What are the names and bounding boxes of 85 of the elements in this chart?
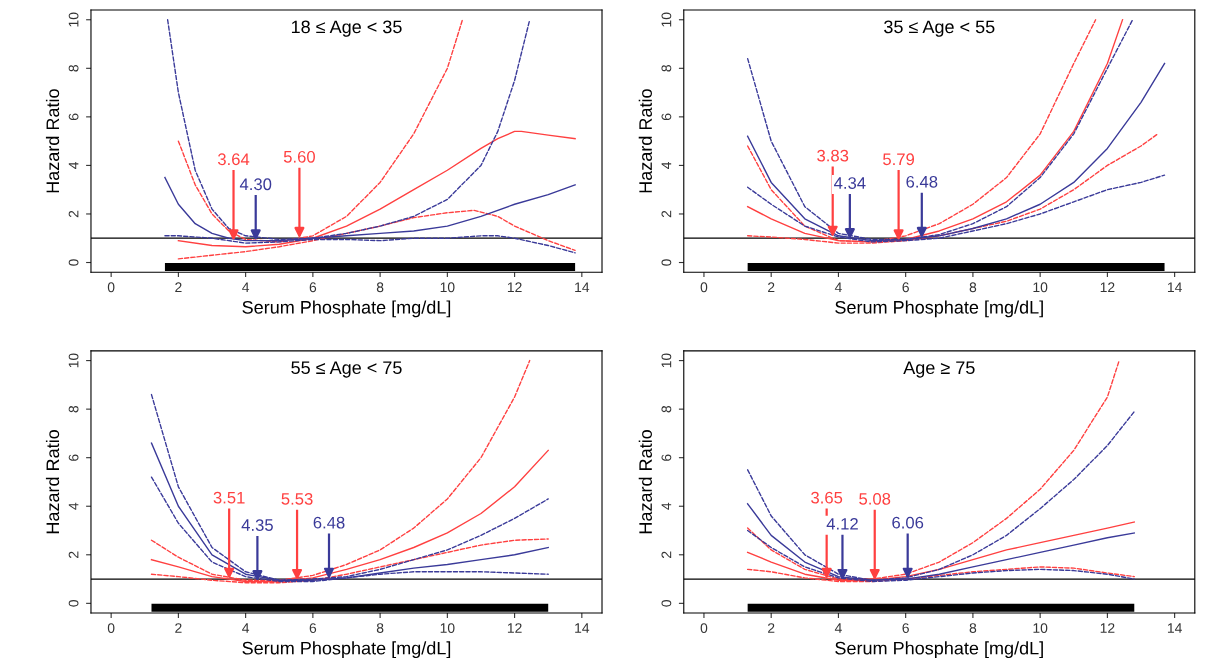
x-tick-label: 10	[440, 282, 455, 293]
x-tick-label: 8	[376, 623, 384, 633]
y-tick-label: 4	[661, 161, 672, 169]
annotation: 4.12	[826, 517, 858, 530]
y-axis-title: Hazard Ratio	[638, 430, 652, 534]
x-tick-label: 2	[768, 282, 775, 293]
x-tick-label: 0	[700, 282, 708, 293]
y-tick-label: 10	[68, 353, 79, 368]
x-tick-label: 6	[309, 282, 317, 293]
annotation: 3.64	[217, 153, 250, 166]
y-tick-label: 4	[661, 502, 672, 510]
y-tick-label: 8	[661, 405, 672, 413]
y-tick-label: 0	[68, 600, 79, 607]
annotation: 3.65	[811, 491, 843, 504]
y-tick-label: 8	[68, 65, 79, 72]
annotation: 4.35	[241, 519, 273, 531]
y-tick-label: 0	[661, 600, 672, 607]
x-tick-label: 14	[1167, 282, 1182, 293]
x-tick-label: 12	[1100, 282, 1115, 293]
x-tick-label: 10	[440, 623, 455, 633]
y-tick-label: 10	[661, 353, 672, 368]
y-tick-label: 10	[68, 12, 79, 27]
x-tick-label: 6	[309, 623, 317, 633]
annotation: 5.79	[883, 153, 915, 166]
y-tick-label: 10	[661, 12, 672, 27]
annotation: 4.34	[834, 177, 866, 189]
x-tick-label: 14	[575, 282, 590, 293]
x-tick-label: 12	[1100, 623, 1115, 633]
y-tick-label: 4	[68, 502, 79, 510]
text: Age ≥ 75	[903, 361, 975, 378]
x-tick-label: 10	[1033, 623, 1048, 633]
x-axis-title: Serum Phosphate [mg/dL]	[242, 641, 451, 659]
x-tick-label: 14	[1167, 623, 1182, 633]
annotation: 5.60	[283, 150, 315, 163]
y-axis-title: Hazard Ratio	[45, 89, 60, 193]
annotation: 3.83	[817, 149, 849, 162]
y-tick-label: 8	[661, 65, 672, 72]
x-tick-label: 6	[902, 623, 909, 633]
x-axis-title: Serum Phosphate [mg/dL]	[835, 300, 1043, 318]
annotation: 5.08	[859, 492, 891, 505]
x-tick-label: 0	[107, 623, 115, 633]
y-tick-label: 8	[68, 405, 79, 413]
x-tick-label: 4	[242, 282, 250, 293]
text: 35 ≤ Age < 55	[884, 20, 995, 37]
x-tick-label: 2	[175, 282, 182, 293]
x-axis-title: Serum Phosphate [mg/dL]	[242, 300, 451, 318]
y-tick-label: 0	[661, 259, 672, 266]
annotation: 6.48	[313, 516, 345, 529]
x-tick-label: 4	[242, 623, 250, 633]
x-tick-label: 4	[834, 282, 842, 293]
x-tick-label: 0	[700, 623, 708, 633]
x-tick-label: 12	[507, 623, 522, 633]
y-tick-label: 6	[68, 113, 79, 121]
annotation: 4.30	[239, 178, 272, 191]
y-tick-label: 6	[661, 454, 672, 461]
line-series	[150, 393, 549, 581]
text: 18 ≤ Age < 35	[291, 20, 402, 37]
x-tick-label: 14	[575, 623, 590, 633]
x-tick-label: 8	[969, 623, 977, 633]
text: 55 ≤ Age < 75	[291, 361, 402, 378]
y-axis-title: Hazard Ratio	[638, 89, 652, 193]
x-tick-label: 0	[107, 282, 115, 293]
x-tick-label: 2	[768, 623, 775, 633]
line-series	[746, 410, 1135, 581]
y-tick-label: 2	[661, 210, 672, 218]
annotation: 6.06	[892, 516, 924, 529]
y-tick-label: 2	[661, 551, 672, 558]
y-tick-label: 6	[661, 113, 672, 121]
x-tick-label: 10	[1033, 282, 1048, 293]
y-tick-label: 6	[68, 454, 79, 461]
y-axis-title: Hazard Ratio	[45, 430, 60, 534]
x-tick-label: 4	[834, 623, 842, 633]
x-axis-title: Serum Phosphate [mg/dL]	[835, 641, 1043, 659]
x-tick-label: 8	[376, 282, 384, 293]
annotation: 3.51	[213, 491, 245, 504]
x-tick-label: 12	[507, 282, 522, 293]
y-tick-label: 0	[68, 259, 79, 266]
x-tick-label: 6	[902, 282, 909, 293]
x-tick-label: 8	[969, 282, 977, 293]
y-tick-label: 4	[68, 161, 79, 169]
x-tick-label: 2	[175, 623, 182, 633]
y-tick-label: 2	[68, 210, 79, 218]
y-tick-label: 2	[68, 551, 79, 558]
annotation: 5.53	[281, 492, 313, 505]
annotation: 6.48	[906, 175, 938, 188]
